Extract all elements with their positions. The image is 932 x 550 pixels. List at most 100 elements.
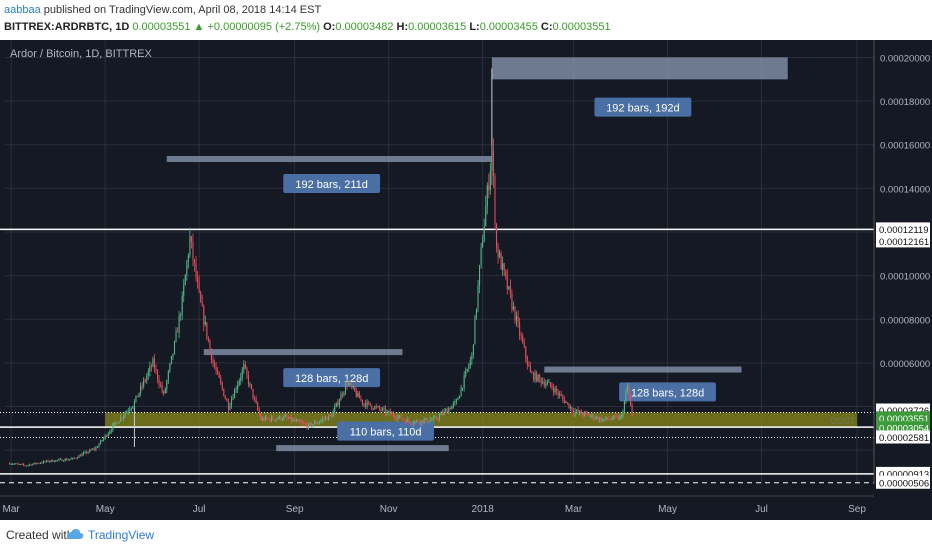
candle-body <box>432 417 434 420</box>
candle-body <box>184 275 186 286</box>
candle-body <box>565 402 567 403</box>
candle-body <box>557 391 559 396</box>
candle-body <box>260 414 262 421</box>
candle-body <box>135 395 137 402</box>
candle <box>190 235 192 249</box>
candle-body <box>46 460 48 462</box>
candle-body <box>146 376 148 381</box>
candle <box>460 384 462 397</box>
bar-range-marker <box>203 349 403 356</box>
price-label-box <box>876 222 930 236</box>
candle-body <box>331 415 333 418</box>
close-label: C: <box>540 21 553 33</box>
candle-body <box>429 419 431 422</box>
candle <box>606 416 608 421</box>
candle <box>630 392 632 407</box>
candle <box>173 340 176 355</box>
candle-body <box>389 410 391 415</box>
candle <box>26 465 28 467</box>
candle-body <box>106 435 108 437</box>
candle <box>531 370 533 374</box>
candle <box>141 382 143 391</box>
price-label: 0.00000506 <box>879 478 929 489</box>
candle <box>277 417 279 420</box>
candle-body <box>324 417 327 420</box>
candle-body <box>532 372 535 380</box>
candle-body <box>591 414 593 416</box>
candle-body <box>329 414 331 416</box>
candle <box>551 382 553 391</box>
candle <box>306 421 308 430</box>
candle <box>409 421 411 425</box>
candle <box>377 405 379 408</box>
candle-body <box>519 322 521 335</box>
candle <box>264 415 266 422</box>
candle <box>323 416 325 423</box>
open-label: O: <box>323 21 336 33</box>
candle <box>423 417 425 425</box>
candle <box>509 279 511 299</box>
candle <box>405 418 407 424</box>
candle-body <box>457 398 459 401</box>
candle <box>358 390 360 399</box>
candle-body <box>226 398 228 402</box>
candle <box>540 377 542 388</box>
candle-body <box>383 408 385 410</box>
candle <box>42 460 45 464</box>
candle <box>252 388 254 401</box>
chart-area[interactable]: COST 192 bars, 211d 192 bars, 192d 128 bar… <box>0 40 932 520</box>
candle-body <box>346 383 348 386</box>
candle <box>38 462 40 464</box>
candle <box>307 423 310 431</box>
candle-body <box>277 418 279 420</box>
price-chart[interactable]: COST 192 bars, 211d 192 bars, 192d 128 bar… <box>0 40 932 520</box>
candle <box>365 399 367 410</box>
candle-body <box>63 460 65 462</box>
candle-body <box>232 398 234 400</box>
candle-body <box>83 452 85 455</box>
candle-body <box>133 401 135 407</box>
candle <box>44 460 46 463</box>
candle-body <box>628 386 630 397</box>
candle <box>138 392 140 398</box>
candle <box>519 317 521 341</box>
candle-body <box>250 383 253 389</box>
candle <box>241 367 243 382</box>
cost-zone: COST <box>105 412 858 428</box>
candle-body <box>223 388 225 397</box>
candle <box>13 462 15 465</box>
candle-body <box>177 331 179 333</box>
candle <box>212 355 214 368</box>
candle <box>600 414 602 423</box>
candle-body <box>454 401 456 403</box>
candle-body <box>452 402 454 406</box>
candle <box>369 402 371 407</box>
candle <box>87 451 89 454</box>
candle <box>394 414 396 422</box>
candle-body <box>543 382 545 386</box>
candle <box>260 413 262 422</box>
author-link[interactable]: aabbaa <box>4 4 41 16</box>
candle-body <box>509 286 511 294</box>
candle <box>220 374 222 385</box>
candle-body <box>528 364 530 367</box>
candle-body <box>351 383 353 387</box>
candle-body <box>440 412 442 416</box>
candle <box>599 417 601 423</box>
candle <box>523 338 525 348</box>
horizontal-levels <box>0 228 874 484</box>
tradingview-link[interactable]: TradingView <box>88 528 155 542</box>
candle-body <box>315 421 317 424</box>
candle-body <box>585 412 587 413</box>
candle <box>115 420 117 426</box>
candle <box>412 420 414 427</box>
candle-body <box>492 150 494 177</box>
candle <box>124 410 126 419</box>
candle-body <box>141 385 143 387</box>
candle-body <box>197 277 199 283</box>
candle <box>532 371 535 382</box>
candle <box>36 462 38 465</box>
candle-body <box>554 388 556 393</box>
candle-body <box>338 400 340 406</box>
candle-body <box>41 462 43 464</box>
